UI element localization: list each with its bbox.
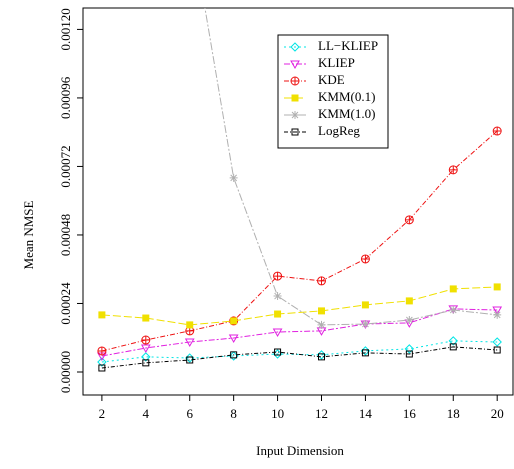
y-axis-label: Mean NMSE bbox=[21, 200, 36, 269]
series-line bbox=[101, 130, 498, 352]
x-tick-label: 10 bbox=[271, 406, 284, 421]
marker bbox=[404, 344, 415, 354]
marker bbox=[142, 314, 150, 322]
marker-part bbox=[493, 127, 502, 136]
marker bbox=[449, 343, 457, 351]
marker bbox=[273, 271, 283, 281]
legend-box bbox=[277, 34, 389, 149]
x-axis-label: Input Dimension bbox=[256, 443, 344, 458]
marker bbox=[230, 351, 238, 359]
x-tick-label: 16 bbox=[403, 406, 417, 421]
marker bbox=[272, 328, 283, 338]
marker bbox=[448, 305, 459, 314]
series-line bbox=[101, 340, 498, 363]
marker bbox=[449, 306, 458, 315]
x-tick-label: 18 bbox=[447, 406, 460, 421]
marker bbox=[492, 337, 502, 347]
legend-label: KMM(1.0) bbox=[318, 106, 375, 121]
marker bbox=[317, 353, 325, 361]
marker bbox=[274, 310, 282, 318]
marker bbox=[492, 306, 503, 316]
y-tick-label: 0.00072 bbox=[58, 145, 73, 187]
marker bbox=[493, 310, 502, 319]
x-tick-label: 4 bbox=[143, 406, 150, 421]
marker bbox=[97, 357, 107, 367]
legend-label: KMM(0.1) bbox=[318, 89, 375, 104]
legend-label: KLIEP bbox=[318, 55, 355, 70]
marker bbox=[98, 311, 106, 319]
marker bbox=[274, 348, 282, 356]
series-line bbox=[204, 8, 498, 326]
marker-part bbox=[317, 276, 326, 285]
marker bbox=[405, 316, 414, 325]
marker bbox=[142, 359, 150, 367]
y-tick-label: 0.00024 bbox=[58, 282, 73, 325]
marker bbox=[230, 317, 238, 325]
marker bbox=[228, 334, 239, 344]
marker bbox=[141, 335, 151, 345]
marker bbox=[316, 276, 326, 286]
marker bbox=[361, 320, 370, 329]
marker-part bbox=[273, 272, 282, 281]
legend-label: KDE bbox=[318, 72, 345, 87]
marker bbox=[186, 356, 194, 364]
marker bbox=[141, 352, 151, 362]
marker-part bbox=[291, 77, 299, 85]
marker bbox=[290, 60, 300, 70]
marker bbox=[404, 215, 414, 225]
marker bbox=[492, 126, 502, 136]
marker bbox=[291, 111, 299, 119]
x-tick-label: 8 bbox=[230, 406, 237, 421]
x-tick-label: 2 bbox=[99, 406, 106, 421]
legend-label: LogReg bbox=[318, 123, 360, 138]
y-tick-label: 0.00000 bbox=[58, 351, 73, 393]
marker bbox=[186, 321, 194, 329]
marker bbox=[317, 320, 326, 329]
series-line bbox=[101, 346, 498, 369]
marker bbox=[361, 301, 369, 309]
marker bbox=[291, 128, 299, 136]
marker bbox=[317, 307, 325, 315]
y-tick-label: 0.00096 bbox=[58, 76, 73, 119]
marker-part bbox=[405, 215, 414, 224]
series-line bbox=[101, 308, 498, 357]
marker bbox=[229, 173, 238, 182]
marker bbox=[291, 94, 299, 102]
marker bbox=[361, 349, 369, 357]
x-tick-label: 20 bbox=[491, 406, 504, 421]
marker bbox=[140, 344, 151, 354]
series-line bbox=[101, 286, 498, 326]
y-tick-label: 0.00048 bbox=[58, 214, 73, 256]
plot-area bbox=[97, 8, 503, 372]
marker bbox=[184, 338, 195, 348]
marker bbox=[493, 283, 501, 291]
marker bbox=[448, 165, 458, 175]
plot-frame bbox=[82, 7, 514, 396]
marker bbox=[449, 285, 457, 293]
marker-part bbox=[97, 346, 106, 355]
legend-label: LL−KLIEP bbox=[318, 38, 378, 53]
marker-part bbox=[141, 336, 150, 345]
marker bbox=[273, 292, 282, 301]
marker bbox=[448, 336, 458, 346]
y-tick-label: 0.00120 bbox=[58, 8, 73, 50]
marker-part bbox=[449, 165, 458, 174]
marker bbox=[98, 364, 106, 372]
marker bbox=[405, 297, 413, 305]
marker bbox=[405, 350, 413, 358]
marker bbox=[493, 346, 501, 354]
x-tick-label: 6 bbox=[186, 406, 193, 421]
marker bbox=[290, 76, 300, 86]
marker-part bbox=[361, 254, 370, 263]
x-tick-label: 12 bbox=[315, 406, 328, 421]
x-tick-label: 14 bbox=[359, 406, 373, 421]
marker bbox=[97, 346, 107, 356]
marker bbox=[360, 254, 370, 264]
marker bbox=[290, 42, 300, 52]
